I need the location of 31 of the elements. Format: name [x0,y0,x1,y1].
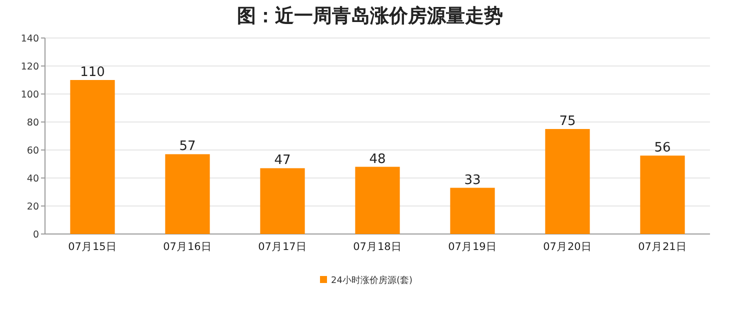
bar [70,80,115,234]
y-tick-label: 80 [26,118,39,128]
data-label: 75 [559,114,576,129]
y-tick-label: 100 [20,90,39,100]
bar [450,188,495,234]
x-tick-label: 07月16日 [163,241,212,253]
bar [355,166,400,234]
bar [165,154,210,234]
y-tick-label: 20 [26,202,39,212]
bar [640,156,685,234]
y-tick-label: 140 [20,34,39,44]
data-label: 47 [274,153,291,168]
y-tick-label: 60 [26,146,39,156]
x-tick-label: 07月20日 [543,241,592,253]
x-tick-label: 07月17日 [258,241,307,253]
data-label: 33 [464,172,481,188]
chart-title: 图：近一周青岛涨价房源量走势 [237,5,503,27]
x-tick-label: 07月15日 [68,241,117,253]
x-tick-label: 07月18日 [353,241,402,253]
x-tick-label: 07月19日 [448,241,497,253]
y-tick-label: 40 [26,174,39,184]
y-tick-label: 120 [20,62,39,72]
bar [545,129,590,234]
y-tick-label: 0 [32,230,39,240]
data-label: 48 [369,152,386,167]
data-label: 56 [654,140,671,156]
legend-label: 24小时涨价房源(套) [331,275,412,286]
bar [260,168,305,234]
data-label: 110 [80,65,105,80]
data-label: 57 [179,139,196,154]
x-tick-label: 07月21日 [638,241,687,253]
